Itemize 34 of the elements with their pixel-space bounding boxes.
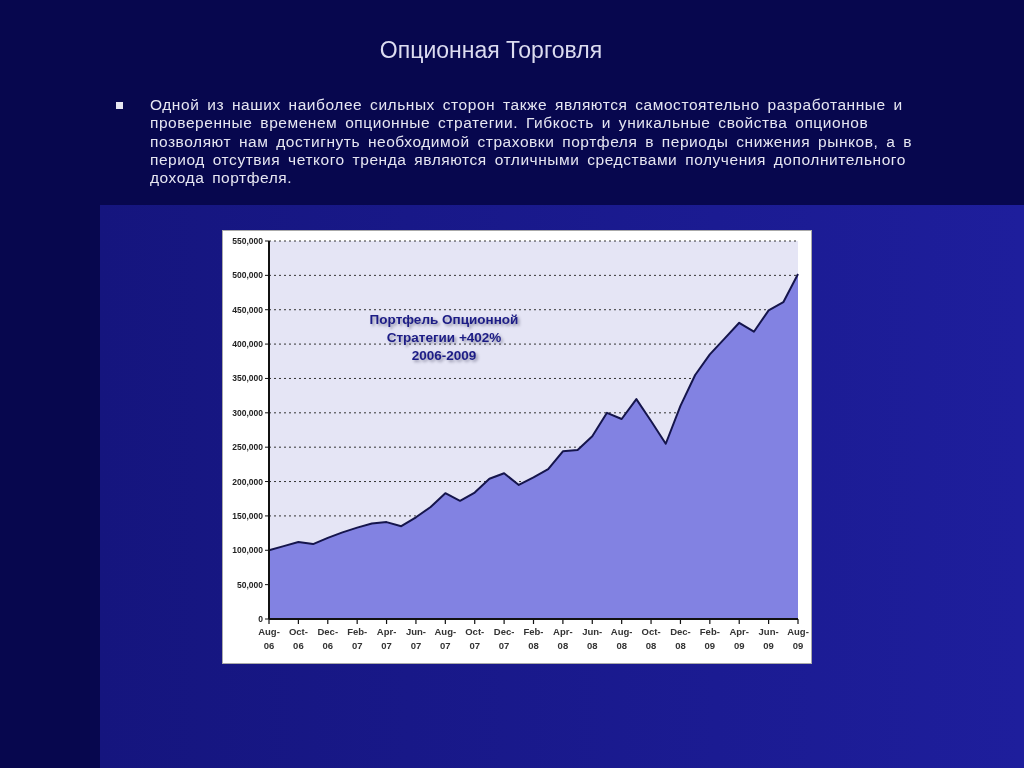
- x-tick-label: Aug-06: [258, 626, 280, 651]
- y-tick-label: 400,000: [232, 339, 264, 350]
- y-tick-label: 250,000: [232, 442, 264, 453]
- x-tick-label: Oct-08: [641, 626, 661, 651]
- x-tick-label: Oct-06: [288, 626, 308, 651]
- y-tick-label: 300,000: [232, 407, 264, 418]
- y-tick-label: 150,000: [232, 510, 264, 521]
- x-tick-label: Jun-09: [758, 626, 779, 651]
- x-tick-label: Feb-07: [347, 626, 368, 651]
- y-tick-label: 100,000: [232, 545, 264, 556]
- y-tick-label: 500,000: [232, 270, 264, 281]
- x-tick-label: Dec-07: [493, 626, 515, 651]
- y-tick-label: 350,000: [232, 373, 264, 384]
- y-tick-label: 200,000: [232, 476, 264, 487]
- x-tick-label: Oct-07: [465, 626, 485, 651]
- x-tick-label: Apr-09: [729, 626, 749, 651]
- y-tick-label: 50,000: [237, 579, 264, 590]
- y-tick-label: 450,000: [232, 304, 264, 315]
- x-tick-label: Feb-09: [699, 626, 720, 651]
- chart-subtitle: Одной из наших наиболее сильных сторон также являются самостоятельно разработанные и проверенные временем опционные стратегии. Гибкость и уникальные свойства опционов позволяют нам достигнуть необходимой страховки портфеля в периоды снижения рынков, а в период отсутвия четкого тренда являются отличными средствами получения дополнительного дохода портфеля.: [150, 96, 914, 188]
- x-tick-label: Apr-08: [553, 626, 573, 651]
- x-tick-label: Feb-08: [523, 626, 544, 651]
- chart-title: Опционная Торговля: [378, 37, 604, 64]
- y-tick-label: 550,000: [232, 236, 264, 247]
- x-tick-label: Apr-07: [376, 626, 397, 651]
- x-tick-label: Aug-09: [787, 626, 809, 651]
- y-tick-label: 0: [258, 614, 264, 625]
- x-tick-label: Jun-07: [405, 626, 426, 651]
- x-tick-label: Dec-06: [317, 626, 339, 651]
- x-tick-label: Aug-08: [610, 626, 633, 651]
- x-tick-label: Aug-07: [434, 626, 457, 651]
- annotation: Портфель Опционной Стратегии +402% 2006-2009: [369, 312, 519, 363]
- x-tick-label: Jun-08: [582, 626, 603, 651]
- x-tick-label: Dec-08: [670, 626, 691, 651]
